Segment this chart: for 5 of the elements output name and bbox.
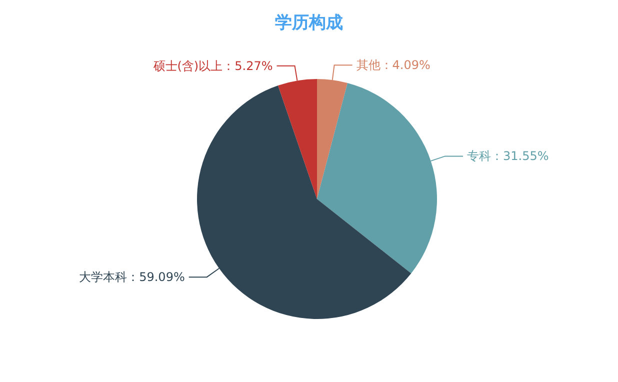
chart-title: 学历构成 [275,13,343,33]
slice-label: 大学本科 [79,270,128,284]
slice-label: 硕士(含)以上 [152,58,223,73]
slice-label: 专科 [467,149,492,164]
slice-label: 其他 [356,58,380,72]
